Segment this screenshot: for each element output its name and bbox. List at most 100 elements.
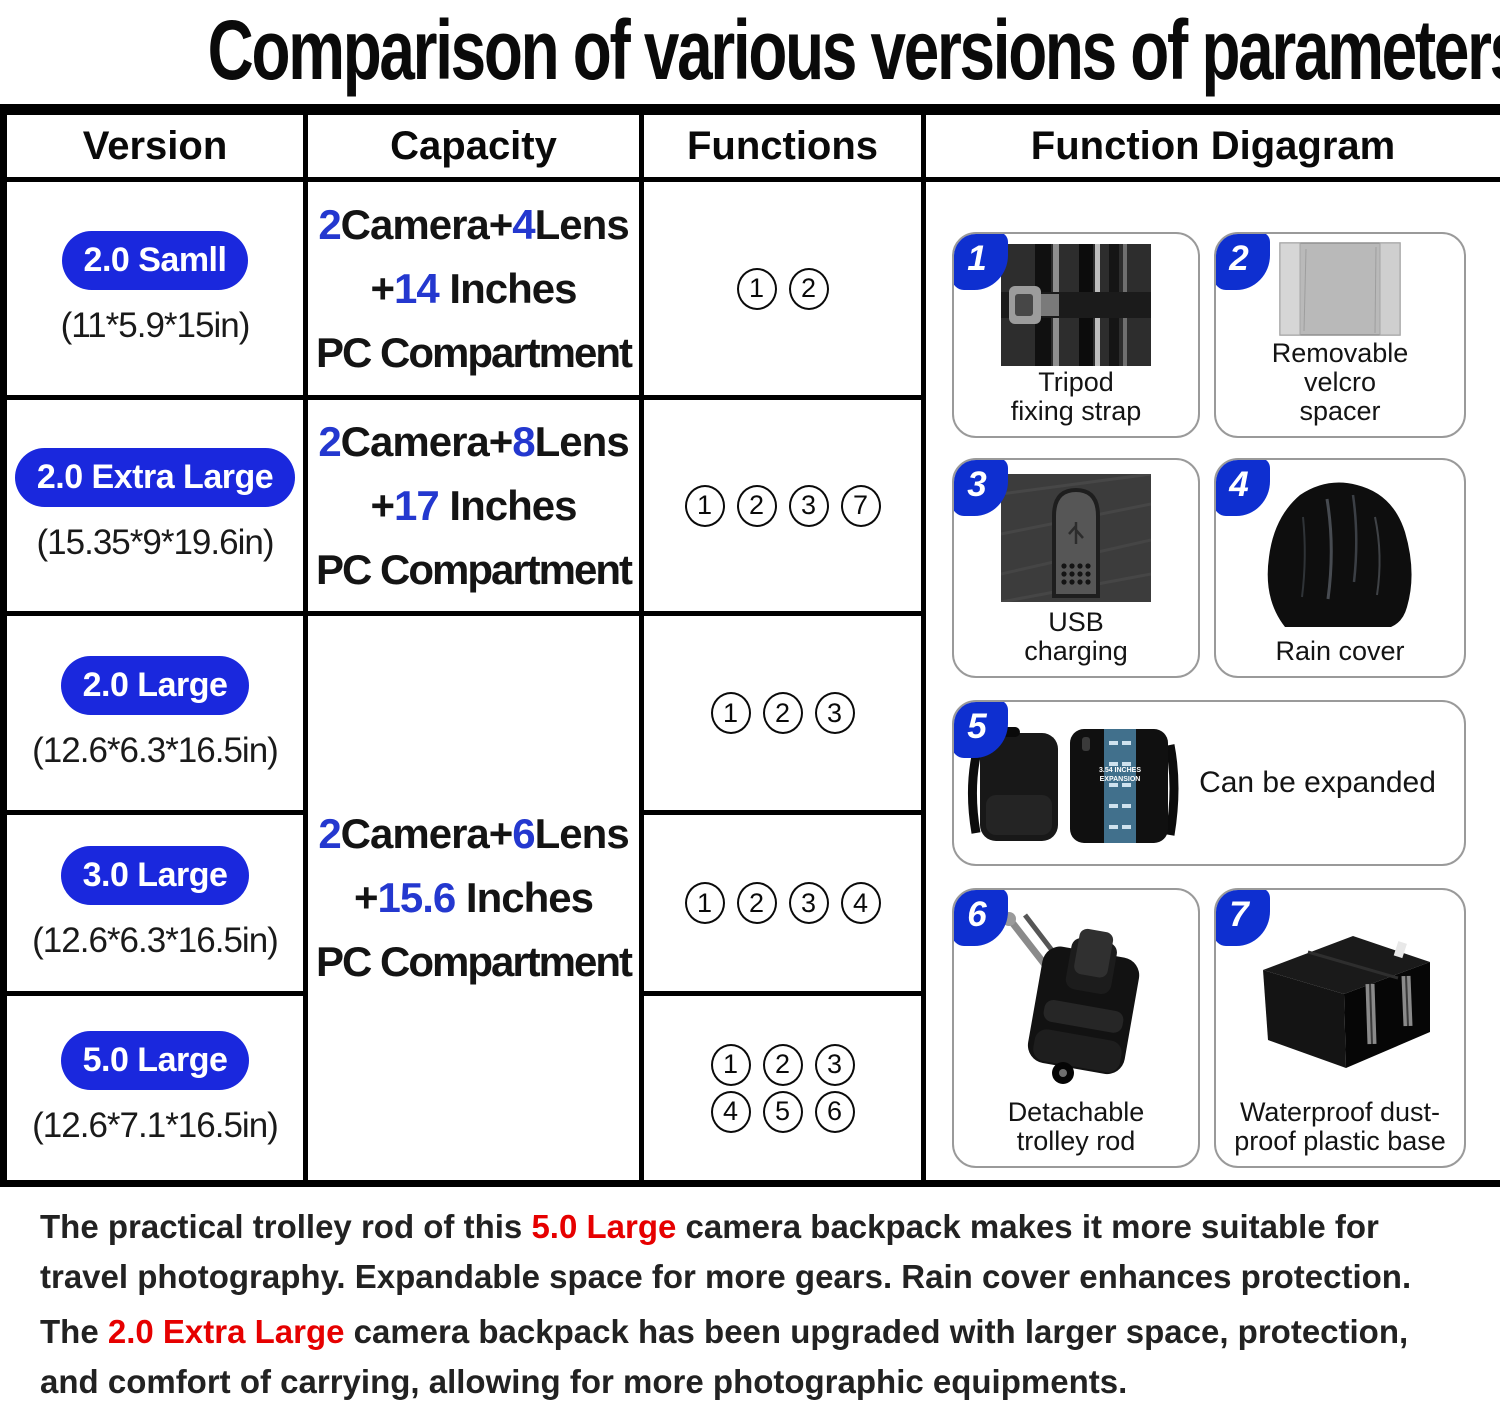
- capacity-line-1: 2Camera+8Lens: [318, 417, 629, 465]
- version-badge-small: 2.0 Samll: [61, 231, 249, 290]
- function-circle: 2: [788, 267, 829, 310]
- function-circle: 1: [710, 1043, 751, 1086]
- version-dimensions: (11*5.9*15in): [60, 306, 251, 345]
- highlight-5-0-large: 5.0 Large: [531, 1208, 677, 1245]
- version-badge-large-50: 5.0 Large: [60, 1030, 250, 1090]
- usb-charging-illustration: [1001, 473, 1151, 602]
- diagram-card-tripod-strap: 1: [952, 232, 1200, 438]
- trolley-rod-illustration: [1002, 911, 1140, 1084]
- function-circle: 1: [710, 692, 751, 734]
- table-row: 2.0 Large (12.6*6.3*16.5in) 2Camera+6Len…: [1, 611, 1500, 1186]
- diagram-card-rain-cover: 4 Rain cover: [1214, 458, 1466, 678]
- function-circle: 4: [710, 1090, 751, 1133]
- function-circle: 3: [788, 882, 829, 924]
- version-cell-large-30: 3.0 Large (12.6*6.3*16.5in): [1, 810, 308, 996]
- expansion-label-line2: EXPANSION: [1100, 776, 1141, 783]
- diagram-card-expandable: 5: [952, 700, 1466, 866]
- version-cell-large-50: 5.0 Large (12.6*7.1*16.5in): [1, 991, 308, 1186]
- rain-cover-illustration: [1267, 482, 1412, 628]
- version-cell-extra-large: 2.0 Extra Large (15.35*9*19.6in): [1, 395, 308, 616]
- velcro-spacer-illustration: [1279, 241, 1401, 336]
- highlight-2-0-extra-large: 2.0 Extra Large: [107, 1313, 345, 1350]
- capacity-line-2: +15.6 Inches: [353, 874, 594, 921]
- footer-paragraph-1: The practical trolley rod of this 5.0 La…: [40, 1208, 1412, 1295]
- function-circle: 1: [684, 484, 725, 527]
- table-header-row: Version Capacity Functions Function Diga…: [1, 107, 1500, 182]
- version-badge-large-20: 2.0 Large: [60, 655, 250, 715]
- capacity-line-3: PC Compartment: [315, 328, 633, 376]
- expansion-label-line1: 3.54 INCHES: [1099, 767, 1141, 774]
- function-circle: 2: [762, 692, 803, 734]
- footer-paragraph-2: The 2.0 Extra Large camera backpack has …: [40, 1313, 1409, 1400]
- card-caption: Can be expanded: [1199, 765, 1436, 799]
- function-circle: 6: [814, 1090, 855, 1133]
- card-number-badge: 4: [1216, 460, 1270, 516]
- version-dimensions: (12.6*7.1*16.5in): [32, 1105, 279, 1145]
- version-cell-small: 2.0 Samll (11*5.9*15in): [1, 177, 308, 400]
- capacity-line-3: PC Compartment: [315, 545, 633, 593]
- plastic-base-illustration: [1262, 935, 1430, 1068]
- card-caption: Waterproof dust- proof plastic base: [1234, 1096, 1446, 1156]
- header-version: Version: [1, 107, 308, 182]
- page-title-text: Comparison of various versions of parame…: [207, 3, 1500, 97]
- version-badge-extra-large: 2.0 Extra Large: [14, 448, 296, 507]
- card-caption: Rain cover: [1275, 635, 1405, 666]
- capacity-line-2: +17 Inches: [370, 481, 578, 529]
- version-badge-large-30: 3.0 Large: [60, 845, 250, 905]
- expandable-backpacks-illustration: 3.54 INCHES EXPANSION: [967, 727, 1179, 843]
- function-circle: 3: [814, 1043, 855, 1086]
- capacity-cell-small: 2Camera+4Lens +14 Inches PC Compartment: [303, 177, 644, 400]
- card-number-badge: 5: [954, 702, 1008, 758]
- card-caption: Tripod fixing strap: [1010, 366, 1142, 426]
- tripod-strap-illustration: [1001, 243, 1151, 366]
- function-diagram-cell: 1: [921, 177, 1500, 1186]
- version-dimensions: (12.6*6.3*16.5in): [32, 920, 279, 960]
- function-circle: 1: [684, 882, 725, 924]
- header-function-diagram: Function Digagram: [921, 107, 1500, 182]
- table-row: 2.0 Extra Large (15.35*9*19.6in) 2Camera…: [1, 395, 1500, 616]
- card-number-badge: 1: [954, 234, 1008, 290]
- version-dimensions: (12.6*6.3*16.5in): [32, 730, 279, 770]
- function-circle: 4: [840, 882, 881, 924]
- diagram-card-velcro-spacer: 2 Removable velcro spacer: [1214, 232, 1466, 438]
- header-functions: Functions: [639, 107, 926, 182]
- card-number-badge: 2: [1216, 234, 1270, 290]
- version-cell-large-20: 2.0 Large (12.6*6.3*16.5in): [1, 611, 308, 815]
- function-circle: 2: [762, 1043, 803, 1086]
- function-circle: 3: [814, 692, 855, 734]
- function-circle: 1: [736, 267, 777, 310]
- function-circle: 5: [762, 1090, 803, 1133]
- diagram-card-usb-charging: 3: [952, 458, 1200, 678]
- function-circle: 2: [736, 882, 777, 924]
- card-caption: Detachable trolley rod: [1007, 1096, 1145, 1156]
- capacity-line-1: 2Camera+6Lens: [318, 810, 629, 857]
- function-circle: 7: [840, 484, 881, 527]
- capacity-line-2: +14 Inches: [370, 264, 578, 312]
- table-row: 2.0 Samll (11*5.9*15in) 2Camera+4Lens +1…: [1, 177, 1500, 1186]
- comparison-table: Version Capacity Functions Function Diga…: [0, 104, 1500, 1187]
- capacity-line-1: 2Camera+4Lens: [318, 200, 629, 248]
- capacity-cell-shared-large: 2Camera+6Lens +15.6 Inches PC Compartmen…: [303, 611, 644, 1186]
- diagram-card-trolley-rod: 6: [952, 888, 1200, 1168]
- function-circle: 3: [788, 484, 829, 527]
- capacity-cell-extra-large: 2Camera+8Lens +17 Inches PC Compartment: [303, 395, 644, 616]
- version-dimensions: (15.35*9*19.6in): [36, 523, 275, 562]
- card-caption: USB charging: [1024, 606, 1128, 666]
- card-caption: Removable velcro spacer: [1271, 337, 1409, 426]
- page-title: Comparison of various versions of parame…: [0, 0, 1500, 104]
- description-footer: The practical trolley rod of this 5.0 La…: [0, 1182, 1500, 1403]
- header-capacity: Capacity: [303, 107, 644, 182]
- diagram-card-plastic-base: 7: [1214, 888, 1466, 1168]
- capacity-line-3: PC Compartment: [315, 938, 633, 985]
- function-circle: 2: [736, 484, 777, 527]
